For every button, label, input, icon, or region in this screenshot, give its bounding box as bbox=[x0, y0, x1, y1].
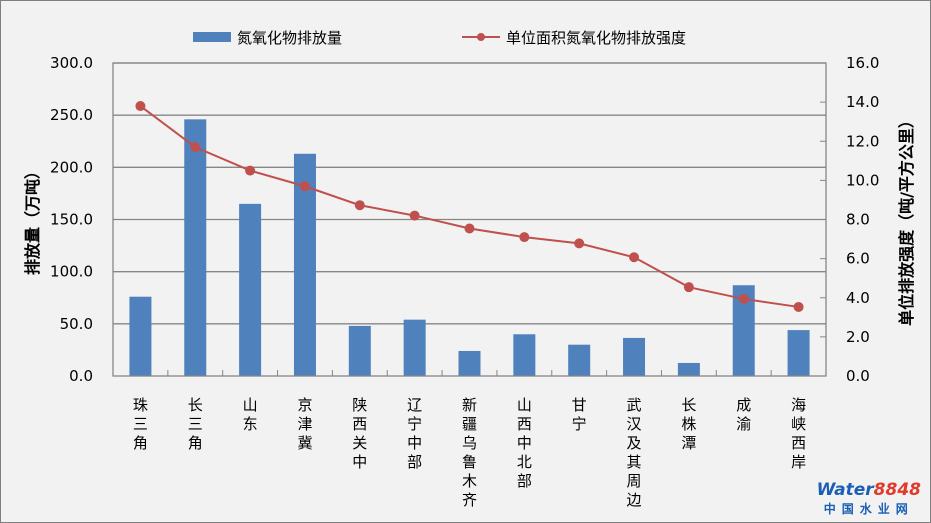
logo-number: 8848 bbox=[873, 480, 921, 500]
line-point bbox=[683, 282, 694, 293]
y2-tick-label: 8.0 bbox=[846, 211, 870, 229]
y2-tick-label: 4.0 bbox=[846, 289, 870, 307]
x-category-label: 山西中北部 bbox=[517, 396, 532, 490]
legend-line-marker bbox=[477, 33, 485, 41]
x-category-label: 陕西关中 bbox=[352, 396, 367, 471]
bar bbox=[348, 325, 371, 376]
x-category-label: 甘宁 bbox=[572, 396, 587, 433]
y-tick-label: 50.0 bbox=[60, 315, 93, 333]
x-category-label: 长株潭 bbox=[681, 396, 696, 452]
bar bbox=[623, 337, 646, 376]
logo-subtitle: 中国水业网 bbox=[823, 502, 914, 516]
line-point bbox=[574, 238, 585, 249]
line-point bbox=[409, 210, 420, 221]
line-point bbox=[354, 200, 365, 211]
y-axis-title: 排放量（万吨） bbox=[23, 163, 42, 275]
line-point bbox=[793, 301, 804, 312]
line-point bbox=[629, 252, 640, 263]
x-category-label: 珠三角 bbox=[133, 396, 148, 452]
line-point bbox=[519, 232, 530, 243]
line-point bbox=[738, 293, 749, 304]
x-category-label: 长三角 bbox=[188, 396, 203, 452]
line-point bbox=[464, 223, 475, 234]
y-tick-label: 300.0 bbox=[50, 54, 93, 72]
legend-bar-swatch bbox=[193, 32, 231, 42]
bar bbox=[129, 296, 152, 376]
y2-axis-title: 单位排放强度（吨/平方公里） bbox=[897, 112, 916, 326]
x-category-label: 新疆乌鲁木齐 bbox=[462, 396, 477, 509]
y2-tick-label: 16.0 bbox=[846, 54, 879, 72]
bar bbox=[403, 319, 426, 376]
bar bbox=[458, 350, 481, 376]
plot-border bbox=[112, 62, 827, 377]
y2-tick-label: 0.0 bbox=[846, 367, 870, 385]
legend-bar-label: 氮氧化物排放量 bbox=[237, 29, 342, 47]
legend: 氮氧化物排放量 单位面积氮氧化物排放强度 bbox=[193, 29, 686, 47]
x-category-label: 山东 bbox=[243, 396, 258, 433]
x-category-label: 成渝 bbox=[736, 396, 751, 433]
y-tick-label: 0.0 bbox=[69, 367, 93, 385]
bar bbox=[293, 153, 316, 376]
y-tick-label: 250.0 bbox=[50, 106, 93, 124]
logo-text: Water bbox=[816, 480, 874, 500]
x-category-label: 武汉及其周边 bbox=[627, 396, 642, 509]
x-category-label: 海峡西岸 bbox=[791, 396, 806, 471]
bar bbox=[677, 362, 700, 376]
y2-tick-label: 14.0 bbox=[846, 93, 879, 111]
bar bbox=[239, 203, 262, 376]
y2-tick-label: 6.0 bbox=[846, 250, 870, 268]
line-point bbox=[299, 181, 310, 192]
y-tick-label: 100.0 bbox=[50, 263, 93, 281]
bar bbox=[787, 330, 810, 376]
line-point bbox=[245, 165, 256, 176]
y2-tick-label: 2.0 bbox=[846, 328, 870, 346]
y-tick-label: 200.0 bbox=[50, 158, 93, 176]
x-category-label: 辽宁中部 bbox=[407, 396, 422, 471]
line-point bbox=[135, 101, 146, 112]
bar bbox=[732, 285, 755, 376]
y2-tick-label: 12.0 bbox=[846, 132, 879, 150]
line-point bbox=[190, 142, 201, 153]
watermark-logo: Water8848 中国水业网 bbox=[817, 480, 921, 517]
y-tick-label: 150.0 bbox=[50, 211, 93, 229]
y2-tick-label: 10.0 bbox=[846, 171, 879, 189]
bar bbox=[513, 334, 536, 376]
legend-line-label: 单位面积氮氧化物排放强度 bbox=[506, 29, 686, 47]
bar bbox=[184, 119, 207, 376]
x-category-label: 京津冀 bbox=[297, 396, 312, 452]
bar bbox=[568, 344, 591, 376]
